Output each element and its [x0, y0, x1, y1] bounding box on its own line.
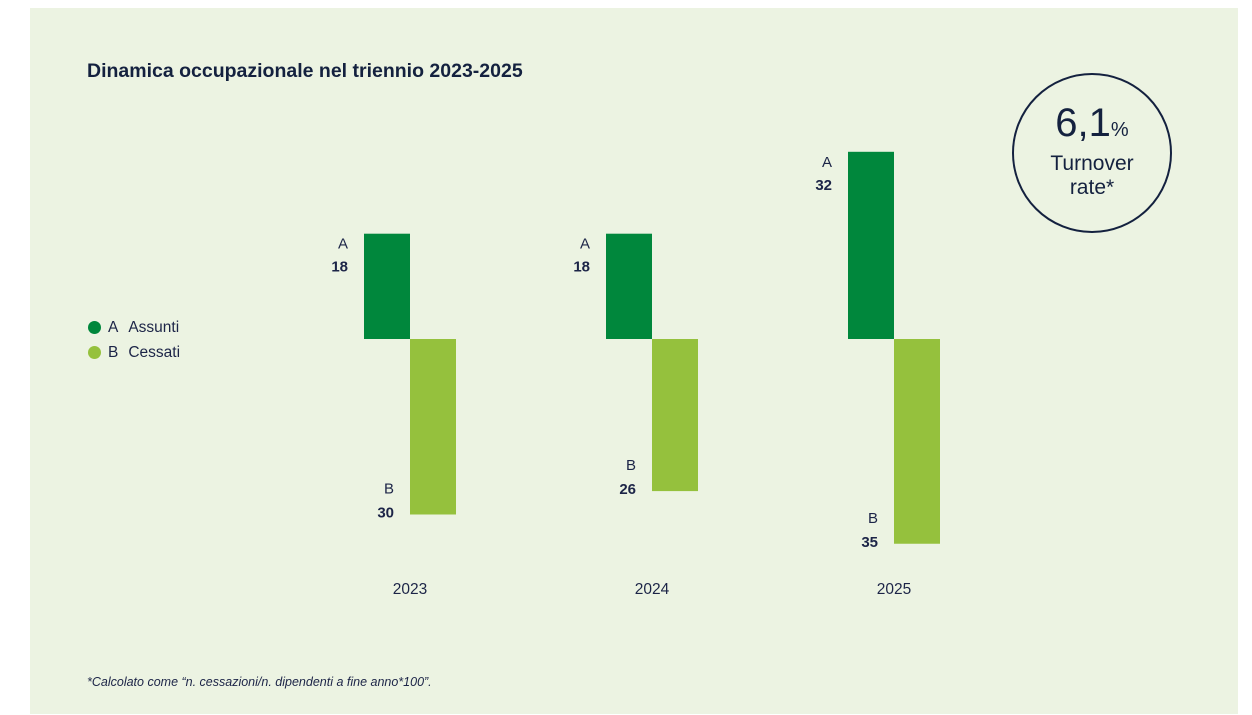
label-letter-b-2024: B: [626, 457, 636, 474]
bar-assunti-2024: [606, 233, 652, 339]
label-letter-a-2023: A: [338, 236, 348, 253]
value-label-assunti-2024: 18: [573, 259, 590, 276]
footnote: *Calcolato come “n. cessazioni/n. dipend…: [87, 675, 432, 689]
legend-label: Cessati: [128, 343, 181, 361]
bar-cessati-2023: [410, 339, 456, 515]
legend-label: Assunti: [128, 318, 180, 336]
label-letter-b-2023: B: [384, 481, 394, 498]
chart-title: Dinamica occupazionale nel triennio 2023…: [87, 60, 523, 82]
legend-dot-cessati-icon: [88, 346, 101, 359]
label-letter-b-2025: B: [868, 510, 878, 527]
value-label-cessati-2023: 30: [377, 505, 394, 522]
legend-dot-assunti-icon: [88, 321, 101, 334]
value-label-assunti-2025: 32: [815, 177, 832, 194]
legend-letter: A: [108, 318, 119, 336]
legend-letter: B: [108, 343, 119, 361]
label-letter-a-2025: A: [822, 154, 832, 171]
value-label-assunti-2023: 18: [331, 259, 348, 276]
legend-item-cessati: B Cessati: [88, 340, 180, 365]
bar-cessati-2025: [894, 339, 940, 544]
value-label-cessati-2024: 26: [619, 481, 636, 498]
turnover-rate-unit: %: [1110, 119, 1129, 141]
category-label-2025: 2025: [877, 581, 911, 598]
label-letter-a-2024: A: [580, 236, 590, 253]
turnover-rate-label: Turnover rate*: [1050, 152, 1134, 199]
bar-assunti-2025: [848, 151, 894, 339]
legend: A Assunti B Cessati: [88, 315, 180, 365]
turnover-rate-value: 6,1: [1055, 101, 1111, 145]
bar-assunti-2023: [364, 233, 410, 339]
value-label-cessati-2025: 35: [861, 534, 878, 551]
turnover-rate-badge: 6,1% Turnover rate*: [1012, 73, 1172, 233]
category-label-2023: 2023: [393, 581, 427, 598]
legend-item-assunti: A Assunti: [88, 315, 180, 340]
category-label-2024: 2024: [635, 581, 670, 598]
bar-cessati-2024: [652, 339, 698, 492]
